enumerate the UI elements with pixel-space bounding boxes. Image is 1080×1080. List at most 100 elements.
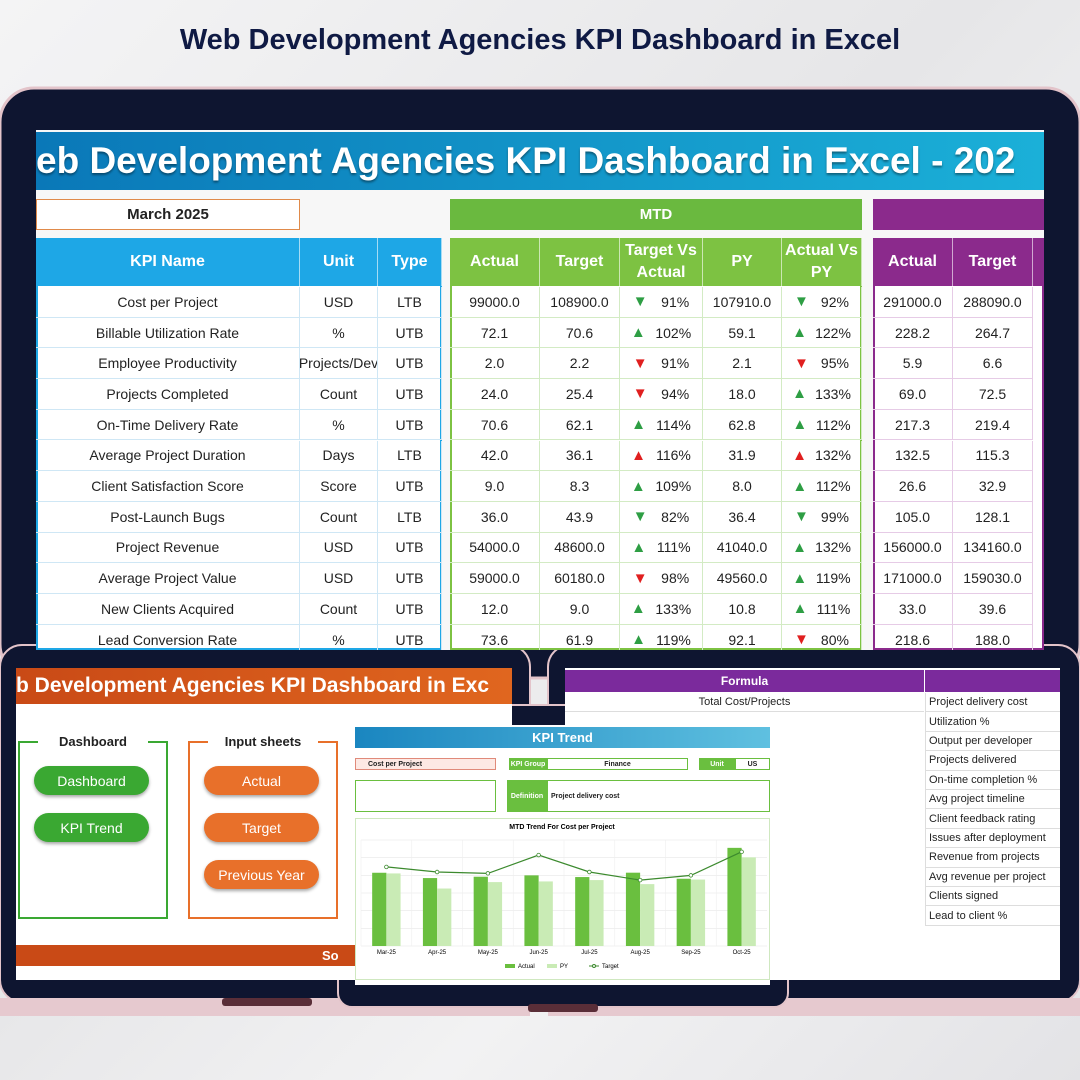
status-arrow: ▲ xyxy=(792,385,807,403)
table-cell: 8.0 xyxy=(703,471,782,502)
definition-text: Clients signed xyxy=(925,887,1060,907)
table-cell: LTB xyxy=(378,287,442,318)
ratio-cell: ▼ 91% xyxy=(620,348,703,380)
table-cell: 54000.0 xyxy=(450,532,540,564)
field-label: KPI Group xyxy=(509,758,547,770)
definition-text: Issues after deployment xyxy=(925,828,1060,849)
ratio-cell: ▲ 132% xyxy=(782,440,862,472)
nav-button[interactable]: Previous Year xyxy=(204,860,319,889)
ratio-value: 80% xyxy=(820,631,849,648)
ratio-value: 111% xyxy=(816,600,851,617)
table-cell: 32.9 xyxy=(953,471,1033,502)
bar xyxy=(741,857,756,946)
status-arrow: ▲ xyxy=(631,631,646,649)
table-cell: USD xyxy=(300,287,378,318)
table-cell: 61.9 xyxy=(540,624,620,650)
target-line xyxy=(386,851,742,881)
bar xyxy=(727,847,742,946)
table-cell: 24.0 xyxy=(450,379,540,410)
ratio-value: 133% xyxy=(815,385,851,402)
ytd-header xyxy=(873,199,1044,230)
ratio-value: 99% xyxy=(820,508,849,525)
target-point xyxy=(739,849,744,855)
kpi-name: Projects Completed xyxy=(36,379,300,410)
ratio-cell: ▼ 92% xyxy=(782,287,862,318)
status-arrow: ▲ xyxy=(631,538,647,556)
ratio-cell: ▲ 111% xyxy=(782,594,862,625)
chart-panel xyxy=(355,818,770,980)
ratio-value: 102% xyxy=(655,324,692,341)
column-header: Target xyxy=(540,238,620,286)
column-header: Actual Vs PY xyxy=(782,238,862,286)
trend-chart: MTD Trend For Cost per Project Mar-25 Apr-… xyxy=(360,824,767,970)
bar xyxy=(575,877,590,946)
banner-title: b Development Agencies KPI Dashboard in … xyxy=(16,668,512,704)
table-cell: 43.9 xyxy=(540,501,620,533)
main-dashboard: eb Development Agencies KPI Dashboard in… xyxy=(36,130,1044,650)
kpi-name: Post-Launch Bugs xyxy=(36,501,300,533)
table-cell: 8.3 xyxy=(540,471,620,502)
ratio-value: 92% xyxy=(820,293,849,310)
table-cell: 12.0 xyxy=(450,594,540,625)
definition-text: Project delivery cost xyxy=(925,693,1060,713)
table-cell: 105.0 xyxy=(873,501,953,533)
x-tick-label: Mar-25 xyxy=(377,950,397,956)
x-tick-label: Apr-25 xyxy=(428,950,447,956)
ratio-value: 119% xyxy=(815,570,851,587)
field-value: Project delivery cost xyxy=(547,780,770,812)
column-header: KPI Name xyxy=(36,238,300,286)
table-cell: 10.8 xyxy=(703,594,782,625)
definition-text: Lead to client % xyxy=(925,906,1060,926)
table-cell: 62.8 xyxy=(703,409,782,441)
ratio-value: 132% xyxy=(815,447,851,464)
table-cell: 69.0 xyxy=(873,379,953,410)
bar xyxy=(372,872,387,946)
table-cell: 2.1 xyxy=(703,348,782,380)
bar xyxy=(487,882,503,946)
table-cell: 33.0 xyxy=(873,594,953,625)
status-arrow: ▲ xyxy=(631,416,646,434)
table-cell: UTB xyxy=(378,532,442,564)
table-cell: 25.4 xyxy=(540,379,620,410)
table-cell: 49560.0 xyxy=(703,563,782,594)
nav-button[interactable]: Actual xyxy=(204,766,319,795)
table-cell: 60180.0 xyxy=(540,563,620,594)
ratio-value: 95% xyxy=(820,355,849,372)
ratio-value: 111% xyxy=(656,539,691,556)
kpi-name: Average Project Duration xyxy=(36,440,300,472)
status-arrow: ▼ xyxy=(632,293,648,311)
table-cell: LTB xyxy=(378,440,442,472)
table-cell: 159030.0 xyxy=(953,563,1033,594)
table-cell: 26.6 xyxy=(873,471,953,502)
ratio-cell: ▼ 99% xyxy=(782,501,862,533)
field-label: Unit xyxy=(699,758,735,770)
table-cell: 132.5 xyxy=(873,440,953,472)
formula-header: Formula xyxy=(565,670,924,692)
table-cell: 156000.0 xyxy=(873,532,953,564)
table-cell: 18.0 xyxy=(703,379,782,410)
month-label: March 2025 xyxy=(36,199,300,230)
x-tick-label: May-25 xyxy=(478,950,499,956)
table-cell: 5.9 xyxy=(873,348,953,380)
kpi-name: Lead Conversion Rate xyxy=(36,624,300,650)
kpi-select: Cost per Project xyxy=(355,758,496,770)
bar xyxy=(676,878,691,946)
table-cell: UTB xyxy=(378,379,442,410)
table-cell: USD xyxy=(300,532,378,564)
definition-header xyxy=(925,670,1060,692)
ratio-cell: ▲ 122% xyxy=(782,317,862,349)
table-cell: 36.0 xyxy=(450,501,540,533)
status-arrow: ▼ xyxy=(632,569,648,587)
nav-button[interactable]: Dashboard xyxy=(34,766,149,795)
table-cell: Projects/Dev xyxy=(300,348,378,380)
table-cell: 6.6 xyxy=(953,348,1033,380)
table-cell: 188.0 xyxy=(953,624,1033,650)
table-cell: % xyxy=(300,409,378,441)
table-cell: 99000.0 xyxy=(450,287,540,318)
bar xyxy=(538,881,553,946)
table-cell: 115.3 xyxy=(953,440,1033,472)
legend-label: Actual xyxy=(518,964,535,970)
nav-button[interactable]: KPI Trend xyxy=(34,813,149,842)
nav-button[interactable]: Target xyxy=(204,813,319,842)
status-arrow: ▼ xyxy=(632,508,648,526)
